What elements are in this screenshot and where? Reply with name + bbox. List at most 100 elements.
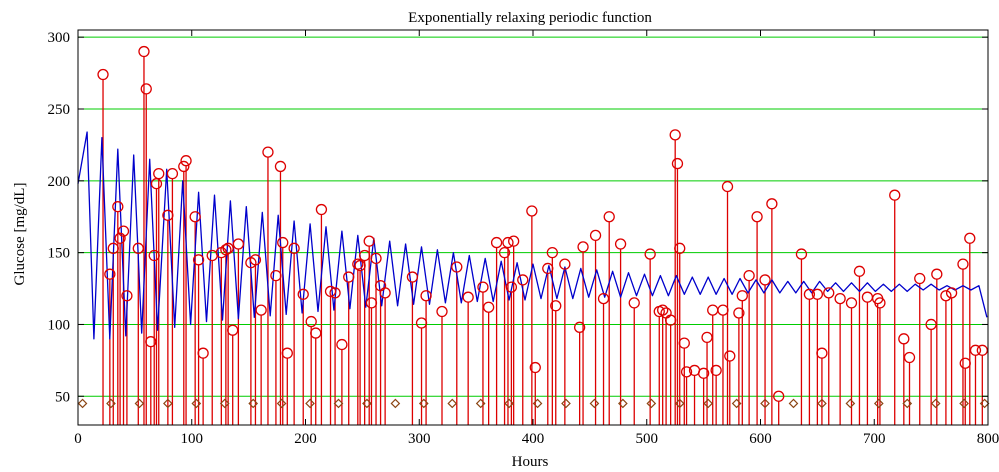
- measurement-point: [365, 297, 378, 309]
- diamond-marker: [163, 398, 173, 409]
- measurement-point: [542, 262, 554, 275]
- measurement-point: [707, 304, 719, 316]
- measurement-point: [490, 236, 503, 249]
- x-tick-label: 0: [74, 431, 82, 447]
- measurement-point: [969, 344, 982, 356]
- measurement-point: [889, 189, 901, 201]
- diamond-marker: [504, 398, 514, 409]
- y-axis-label: Glucose [mg/dL]: [12, 183, 28, 286]
- measurement-point: [589, 229, 602, 242]
- measurement-point: [816, 347, 828, 359]
- measurement-point: [363, 235, 375, 247]
- measurement-point: [945, 287, 958, 299]
- measurement-point: [358, 249, 371, 262]
- measurement-point: [114, 232, 126, 244]
- measurement-point: [577, 241, 589, 253]
- measurement-point: [178, 160, 190, 173]
- measurement-point: [664, 314, 677, 326]
- diamond-marker: [674, 398, 685, 409]
- measurement-point: [462, 291, 474, 303]
- measurement-point: [743, 269, 755, 282]
- diamond-marker: [589, 398, 600, 409]
- measurement-point: [97, 68, 109, 81]
- measurement-point: [150, 178, 163, 190]
- measurement-point: [415, 317, 428, 329]
- measurement-point: [811, 288, 824, 300]
- measurement-point: [112, 201, 124, 213]
- measurement-point: [874, 297, 886, 309]
- measurement-point: [310, 327, 322, 339]
- y-tick-label: 100: [48, 317, 71, 333]
- measurement-point: [140, 83, 152, 95]
- measurement-point: [529, 361, 541, 374]
- measurement-point: [148, 249, 160, 262]
- measurement-point: [352, 258, 364, 270]
- measurement-point: [526, 205, 538, 217]
- y-tick-label: 150: [48, 246, 71, 262]
- measurement-point: [315, 203, 328, 216]
- measurement-point: [751, 211, 763, 223]
- measurement-point: [550, 300, 562, 312]
- measurement-point: [573, 321, 586, 333]
- measurement-point: [680, 366, 693, 378]
- diamond-marker: [447, 398, 458, 409]
- x-tick-label: 700: [863, 431, 886, 447]
- measurement-point: [121, 290, 133, 302]
- measurement-point: [759, 274, 771, 286]
- measurement-point: [964, 232, 976, 244]
- measurement-point: [145, 336, 157, 348]
- measurement-point: [274, 160, 287, 173]
- measurement-point: [192, 254, 205, 266]
- measurement-point: [227, 324, 239, 336]
- measurement-point: [153, 167, 165, 180]
- diamond-marker: [959, 398, 969, 409]
- measurement-point: [498, 246, 511, 259]
- measurement-point: [701, 331, 713, 344]
- x-tick-label: 200: [294, 431, 317, 447]
- x-tick-label: 300: [408, 431, 431, 447]
- measurement-point: [925, 318, 937, 331]
- measurement-point: [107, 242, 119, 254]
- measurement-point: [222, 242, 234, 254]
- measurement-point: [232, 238, 245, 250]
- diamond-marker: [902, 398, 913, 409]
- measurement-point: [166, 167, 179, 180]
- diamond-markers: [77, 398, 990, 409]
- measurement-point: [733, 307, 745, 319]
- measurement-point: [823, 287, 835, 299]
- measurement-point: [180, 155, 192, 167]
- measurement-point: [710, 364, 722, 377]
- measurement-point: [406, 271, 419, 283]
- measurement-point: [898, 333, 910, 345]
- diamond-marker: [532, 398, 543, 409]
- diamond-marker: [276, 398, 287, 409]
- measurement-point: [281, 347, 293, 359]
- measurement-point: [795, 248, 808, 260]
- measurement-point: [255, 304, 267, 316]
- measurement-point: [657, 304, 669, 316]
- measurement-point: [671, 157, 684, 170]
- diamond-marker: [817, 398, 827, 409]
- diamond-marker: [418, 398, 429, 409]
- diamond-marker: [134, 398, 145, 409]
- measurement-point: [697, 367, 710, 379]
- diamond-marker: [873, 398, 884, 409]
- measurement-point: [803, 288, 816, 300]
- measurement-point: [132, 242, 144, 254]
- measurement-point: [597, 292, 610, 305]
- measurement-point: [379, 287, 391, 299]
- diamond-marker: [930, 398, 941, 409]
- measurement-point: [220, 244, 232, 256]
- measurement-point: [546, 246, 558, 259]
- measurement-point: [104, 268, 116, 280]
- diamond-marker: [248, 398, 259, 409]
- diamond-marker: [219, 398, 230, 409]
- x-tick-label: 400: [522, 431, 545, 447]
- diamond-marker: [106, 398, 116, 409]
- measurement-point: [717, 304, 729, 316]
- measurement-point: [117, 225, 130, 237]
- measurement-point: [451, 261, 463, 273]
- x-tick-label: 600: [749, 431, 772, 447]
- diamond-marker: [703, 398, 714, 409]
- model-curve: [77, 131, 988, 340]
